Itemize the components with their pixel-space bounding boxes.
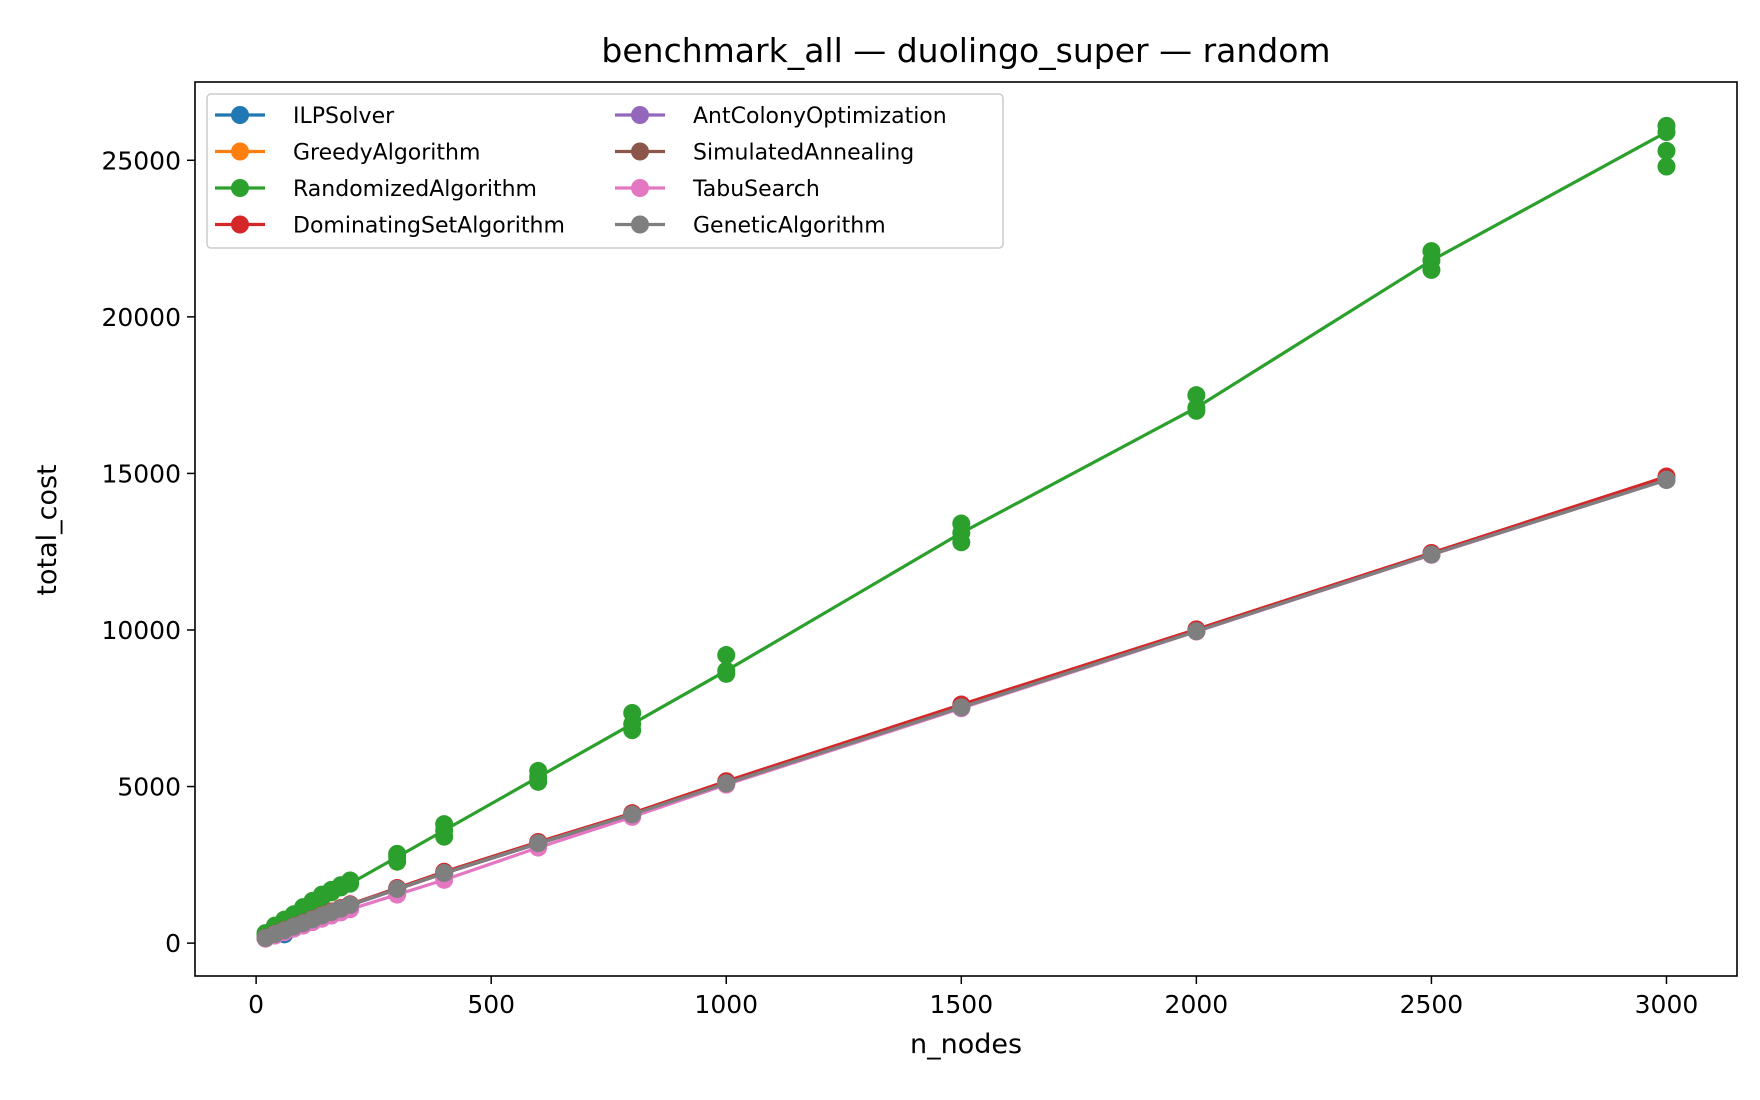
x-tick-label: 2000 bbox=[1165, 990, 1229, 1019]
plot-area bbox=[256, 116, 1676, 948]
chart-title: benchmark_all — duolingo_super — random bbox=[601, 31, 1330, 70]
y-tick-label: 25000 bbox=[101, 146, 181, 175]
data-point-randomizedalgorithm bbox=[1657, 141, 1676, 160]
legend-item-tabusearch: TabuSearch bbox=[615, 177, 820, 202]
data-point-randomizedalgorithm bbox=[435, 815, 454, 834]
legend-item-randomizedalgorithm: RandomizedAlgorithm bbox=[215, 177, 537, 202]
legend-swatch-marker bbox=[631, 106, 649, 124]
data-point-randomizedalgorithm bbox=[1422, 242, 1441, 261]
data-point-randomizedalgorithm bbox=[717, 664, 736, 683]
legend-swatch-marker bbox=[231, 179, 249, 197]
legend-label: TabuSearch bbox=[692, 177, 820, 202]
data-point-randomizedalgorithm bbox=[435, 827, 454, 846]
data-point-randomizedalgorithm bbox=[1657, 157, 1676, 176]
axes: 0 500 1000 1500 2000 2500 3000 0 5000 10000 15000 2… bbox=[101, 81, 1738, 1019]
data-point-randomizedalgorithm bbox=[623, 721, 642, 740]
data-point-geneticalgorithm bbox=[1657, 470, 1676, 489]
data-point-randomizedalgorithm bbox=[529, 761, 548, 780]
legend-swatch-marker bbox=[631, 142, 649, 161]
x-tick-label: 500 bbox=[467, 990, 515, 1019]
legend-label: GreedyAlgorithm bbox=[293, 141, 480, 166]
legend-label: AntColonyOptimization bbox=[693, 104, 947, 129]
data-point-randomizedalgorithm bbox=[388, 844, 407, 863]
legend-swatch-marker bbox=[231, 106, 249, 124]
legend-item-dominatingsetalgorithm: DominatingSetAlgorithm bbox=[215, 214, 565, 239]
legend-swatch-marker bbox=[631, 215, 649, 234]
legend-swatch-marker bbox=[231, 215, 249, 234]
x-axis-label: n_nodes bbox=[910, 1029, 1022, 1060]
legend-label: ILPSolver bbox=[293, 104, 395, 129]
y-axis-label: total_cost bbox=[32, 464, 63, 595]
data-point-geneticalgorithm bbox=[952, 698, 971, 717]
data-point-randomizedalgorithm bbox=[1187, 386, 1206, 405]
plot-frame bbox=[194, 81, 1738, 977]
data-point-randomizedalgorithm bbox=[1657, 116, 1676, 135]
data-point-geneticalgorithm bbox=[435, 863, 454, 882]
legend-item-ilpsolver: ILPSolver bbox=[215, 104, 395, 129]
data-point-geneticalgorithm bbox=[623, 805, 642, 824]
legend-label: GeneticAlgorithm bbox=[693, 214, 886, 239]
x-tick-label: 0 bbox=[248, 990, 264, 1019]
series-geneticalgorithm bbox=[256, 470, 1676, 947]
y-tick-label: 10000 bbox=[101, 616, 181, 645]
legend-item-greedyalgorithm: GreedyAlgorithm bbox=[215, 141, 480, 166]
data-point-geneticalgorithm bbox=[341, 895, 360, 914]
legend-item-antcolonyoptimization: AntColonyOptimization bbox=[615, 104, 947, 129]
x-tick-label: 3000 bbox=[1635, 990, 1699, 1019]
legend-item-geneticalgorithm: GeneticAlgorithm bbox=[615, 214, 886, 239]
data-point-randomizedalgorithm bbox=[341, 871, 360, 890]
data-point-geneticalgorithm bbox=[1187, 622, 1206, 641]
data-point-geneticalgorithm bbox=[1422, 545, 1441, 564]
x-tick-label: 2500 bbox=[1400, 990, 1464, 1019]
y-tick-label: 0 bbox=[165, 929, 181, 958]
legend-box bbox=[206, 93, 1004, 249]
data-point-randomizedalgorithm bbox=[717, 646, 736, 665]
data-point-randomizedalgorithm bbox=[1422, 260, 1441, 279]
legend-label: SimulatedAnnealing bbox=[693, 141, 914, 166]
x-tick-label: 1000 bbox=[694, 990, 758, 1019]
data-point-geneticalgorithm bbox=[529, 834, 548, 853]
data-point-randomizedalgorithm bbox=[1187, 401, 1206, 420]
y-tick-label: 20000 bbox=[101, 303, 181, 332]
y-tick-label: 15000 bbox=[101, 459, 181, 488]
data-point-randomizedalgorithm bbox=[952, 514, 971, 533]
data-point-randomizedalgorithm bbox=[623, 703, 642, 722]
legend-swatch-marker bbox=[231, 142, 249, 161]
data-point-randomizedalgorithm bbox=[952, 533, 971, 552]
series-group bbox=[256, 116, 1676, 948]
data-point-geneticalgorithm bbox=[388, 879, 407, 898]
legend-label: RandomizedAlgorithm bbox=[293, 177, 537, 202]
legend-label: DominatingSetAlgorithm bbox=[293, 214, 565, 239]
legend: ILPSolver GreedyAlgorithm RandomizedAlgori… bbox=[206, 93, 1004, 249]
legend-swatch-marker bbox=[631, 179, 649, 197]
x-tick-label: 1500 bbox=[929, 990, 993, 1019]
y-tick-label: 5000 bbox=[117, 773, 181, 802]
data-point-geneticalgorithm bbox=[717, 774, 736, 793]
legend-item-simulatedannealing: SimulatedAnnealing bbox=[615, 141, 914, 166]
